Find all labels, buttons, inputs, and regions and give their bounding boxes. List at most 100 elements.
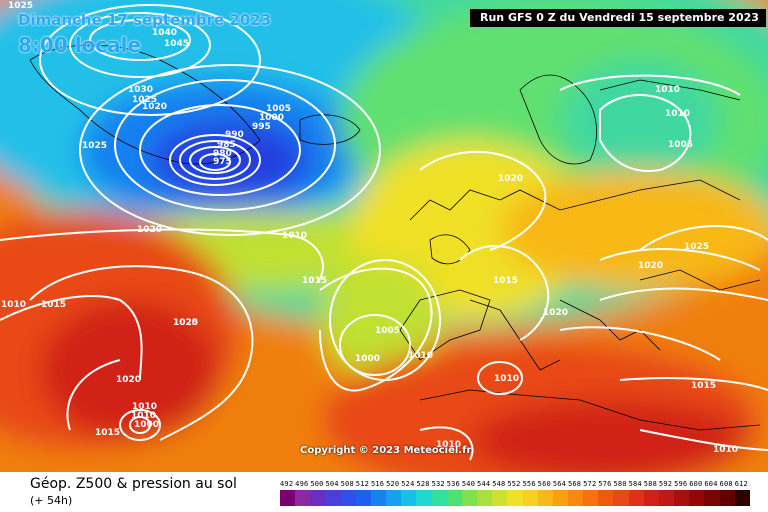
pressure-label: 980 [213, 149, 232, 159]
legend-label: 612 [734, 480, 748, 488]
legend-label: 520 [386, 480, 400, 488]
legend-label: 524 [401, 480, 415, 488]
legend-swatch [310, 490, 326, 506]
legend-label: 592 [658, 480, 673, 488]
pressure-label: 1045 [164, 39, 189, 49]
pressure-label: 1025 [82, 141, 107, 151]
legend-label: 508 [340, 480, 354, 488]
legend-label: 500 [310, 480, 324, 488]
color-legend [280, 490, 750, 506]
legend-swatch [552, 490, 568, 506]
legend-swatch [583, 490, 599, 506]
pressure-label: 1000 [134, 420, 159, 430]
legend-swatch [537, 490, 553, 506]
legend-label: 532 [431, 480, 445, 488]
legend-label: 492 [280, 480, 294, 488]
legend-label: 604 [704, 480, 718, 488]
legend-label: 596 [674, 480, 688, 488]
legend-label: 564 [552, 480, 567, 488]
pressure-label: 1015 [493, 276, 518, 286]
legend-label: 556 [522, 480, 536, 488]
pressure-label: 1020 [638, 261, 663, 271]
legend-label: 516 [370, 480, 385, 488]
pressure-label: 1015 [41, 300, 66, 310]
pressure-label: 1010 [408, 351, 433, 361]
pressure-label: 990 [225, 130, 244, 140]
pressure-label: 1010 [713, 445, 738, 455]
legend-swatch [370, 490, 387, 506]
pressure-label: 1020 [137, 225, 162, 235]
pressure-label: 1000 [355, 354, 380, 364]
legend-swatch [340, 490, 356, 506]
legend-label: 512 [355, 480, 370, 488]
legend-swatch [446, 490, 462, 506]
pressure-label: 1005 [375, 326, 400, 336]
weather-map: 1025 1040 1045 1030 1025 1020 1005 1000 … [0, 0, 768, 472]
pressure-label: 1005 [668, 140, 693, 150]
pressure-label: 1040 [152, 28, 177, 38]
forecast-time: 8:00 locale [18, 33, 142, 57]
pressure-label: 1020 [116, 375, 141, 385]
legend-swatch [386, 490, 402, 506]
legend-swatch [280, 490, 296, 506]
legend-swatch [461, 490, 478, 506]
pressure-label: 1030 [128, 85, 153, 95]
pressure-label: 1020 [173, 318, 198, 328]
legend-label: 504 [325, 480, 339, 488]
legend-label: 580 [613, 480, 627, 488]
legend-label: 536 [446, 480, 460, 488]
legend-label: 544 [477, 480, 491, 488]
legend-label: 588 [643, 480, 657, 488]
legend-swatch [477, 490, 493, 506]
pressure-label: 1015 [691, 381, 716, 391]
legend-swatch [295, 490, 311, 506]
geopotential-field [0, 0, 768, 472]
pressure-label: 1010 [494, 374, 519, 384]
legend-swatch [401, 490, 417, 506]
pressure-label: 975 [213, 157, 232, 167]
legend-swatch [507, 490, 523, 506]
pressure-label: 1010 [282, 231, 307, 241]
pressure-label: 1010 [665, 109, 690, 119]
legend-swatch [567, 490, 584, 506]
legend-label: 576 [598, 480, 612, 488]
legend-label: 560 [537, 480, 551, 488]
pressure-label: 1010 [131, 411, 156, 421]
pressure-label: 1015 [95, 428, 120, 438]
pressure-label: 995 [252, 122, 271, 132]
legend-swatch [325, 490, 341, 506]
legend-label: 584 [628, 480, 642, 488]
legend-swatch [734, 490, 750, 506]
pressure-label: 985 [217, 140, 236, 150]
legend-swatch [613, 490, 629, 506]
legend-swatch [598, 490, 614, 506]
pressure-label: 1025 [684, 242, 709, 252]
legend-label: 608 [719, 480, 733, 488]
legend-swatch [719, 490, 735, 506]
legend-swatch [689, 490, 705, 506]
legend-swatch [416, 490, 432, 506]
pressure-label: 1015 [302, 276, 327, 286]
pressure-label: 1025 [132, 95, 157, 105]
isobars [0, 4, 768, 461]
legend-label: 548 [492, 480, 506, 488]
pressure-label: 1010 [436, 440, 461, 450]
legend-swatch [704, 490, 720, 506]
legend-swatch [522, 490, 538, 506]
map-title: Géop. Z500 & pression au sol [30, 476, 237, 492]
run-banner: Run GFS 0 Z du Vendredi 15 septembre 202… [470, 9, 766, 27]
legend-swatch [658, 490, 675, 506]
legend-label: 528 [416, 480, 430, 488]
legend-label: 568 [567, 480, 582, 488]
legend-swatch [492, 490, 508, 506]
legend-swatch [643, 490, 659, 506]
pressure-label: 1025 [173, 318, 198, 328]
legend-swatch [355, 490, 371, 506]
forecast-lead-time: (+ 54h) [30, 494, 73, 507]
legend-labels: 492 496 500 504 508 512 516 520 524 528 532 536 540 5… [280, 480, 750, 488]
pressure-label: 1020 [543, 308, 568, 318]
legend-swatch [628, 490, 644, 506]
pressure-label: 1010 [655, 85, 680, 95]
forecast-date: Dimanche 17 septembre 2023 [18, 11, 272, 29]
legend-label: 572 [583, 480, 597, 488]
